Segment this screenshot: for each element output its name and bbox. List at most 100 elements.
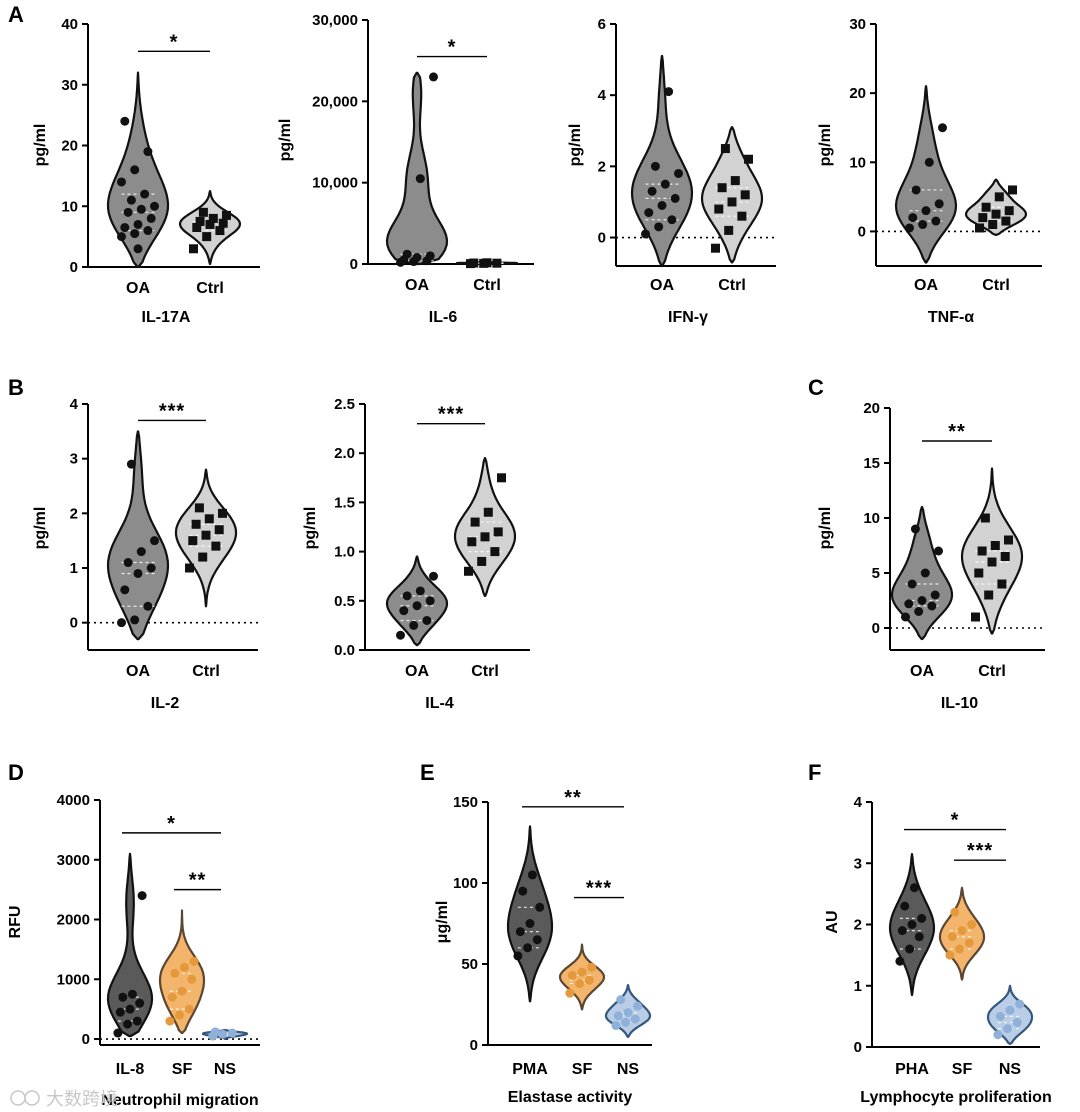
data-point — [136, 204, 146, 214]
data-point — [905, 944, 915, 954]
y-axis-label: RFU — [7, 906, 24, 939]
y-tick-label: 4 — [854, 794, 863, 811]
data-point — [218, 508, 227, 518]
significance-label: *** — [159, 400, 185, 422]
data-point — [577, 967, 587, 977]
y-tick-label: 1.0 — [334, 544, 355, 561]
data-point — [647, 186, 657, 196]
data-point — [910, 524, 920, 534]
chart-title: IFN-γ — [668, 309, 708, 326]
data-point — [126, 195, 136, 205]
y-axis-label: μg/ml — [434, 901, 451, 944]
chart-title: IL-4 — [425, 695, 454, 712]
data-point — [140, 189, 150, 199]
y-tick-label: 20 — [61, 138, 78, 155]
y-tick-label: 2 — [854, 917, 862, 934]
data-point — [737, 211, 747, 221]
y-tick-label: 1000 — [57, 971, 90, 988]
data-point — [654, 222, 664, 232]
y-tick-label: 40 — [61, 16, 78, 33]
data-point — [188, 536, 198, 546]
y-tick-label: 2.5 — [334, 396, 355, 413]
violin-il-8 — [106, 852, 154, 1038]
data-point — [113, 1028, 123, 1038]
data-point — [740, 190, 750, 200]
y-tick-label: 3000 — [57, 852, 90, 869]
y-tick-label: 10,000 — [312, 175, 358, 192]
y-tick-label: 100 — [453, 875, 478, 892]
data-point — [191, 519, 201, 529]
violin-ctrl — [453, 457, 517, 598]
data-point — [993, 1030, 1003, 1040]
chart-il-2: B 0 1 2 3 4 pg/ml OA Ctrl *** IL-2 — [8, 375, 258, 712]
data-point — [202, 232, 212, 242]
y-tick-label: 2000 — [57, 912, 90, 929]
data-point — [143, 226, 153, 236]
data-point — [201, 530, 211, 540]
data-point — [189, 956, 199, 966]
data-point — [901, 612, 910, 622]
chart-il-4: 0.0 0.5 1.0 1.5 2.0 2.5 pg/ml OA Ctrl *** IL-4 — [302, 396, 530, 712]
data-point — [215, 226, 225, 236]
y-tick-label: 0 — [858, 223, 866, 240]
data-point — [914, 607, 924, 616]
data-point — [175, 1010, 185, 1020]
violin-ctrl — [960, 467, 1024, 635]
data-point — [117, 232, 126, 242]
data-point — [227, 1028, 237, 1038]
data-point — [123, 207, 133, 217]
data-point — [587, 962, 597, 972]
data-point — [616, 995, 626, 1005]
data-point — [667, 215, 677, 225]
data-point — [981, 202, 991, 212]
data-point — [120, 223, 130, 233]
y-tick-label: 10 — [863, 510, 880, 527]
data-point — [123, 1019, 133, 1029]
data-point — [133, 219, 143, 229]
data-point — [218, 218, 228, 228]
data-point — [664, 87, 674, 97]
x-tick-label: Ctrl — [718, 277, 746, 294]
significance-label: *** — [586, 878, 612, 900]
chart-title: Lymphocyte proliferation — [860, 1089, 1051, 1106]
data-point — [978, 213, 988, 223]
chart-ifn-: 0 2 4 6 pg/ml OA Ctrl IFN-γ — [567, 16, 776, 326]
data-point — [523, 943, 533, 953]
data-point — [146, 563, 156, 573]
x-tick-label: Ctrl — [471, 663, 499, 680]
data-point — [137, 891, 147, 901]
data-point — [470, 517, 480, 527]
data-point — [483, 507, 493, 517]
data-point — [744, 154, 753, 164]
data-point — [955, 944, 965, 954]
y-axis-label: pg/ml — [817, 507, 834, 550]
data-point — [185, 563, 194, 573]
x-tick-label: OA — [126, 663, 150, 680]
data-point — [425, 251, 435, 261]
violin-sf — [558, 943, 606, 1011]
data-point — [415, 586, 425, 596]
y-tick-label: 10 — [61, 198, 78, 215]
x-tick-label: OA — [650, 277, 674, 294]
violin-sf — [158, 909, 206, 1035]
data-point — [136, 547, 146, 557]
y-axis-label: pg/ml — [32, 124, 49, 167]
data-point — [907, 579, 917, 589]
data-point — [971, 612, 980, 622]
data-point — [987, 557, 997, 567]
data-point — [927, 601, 937, 611]
y-tick-label: 6 — [598, 16, 606, 33]
data-point — [402, 591, 412, 601]
y-tick-label: 2 — [70, 505, 78, 522]
data-point — [1015, 999, 1025, 1009]
data-point — [150, 536, 159, 546]
data-point — [130, 615, 140, 625]
data-point — [118, 992, 128, 1002]
data-point — [165, 1016, 175, 1026]
data-point — [525, 919, 535, 928]
y-tick-label: 20 — [849, 85, 866, 102]
data-point — [117, 177, 126, 187]
